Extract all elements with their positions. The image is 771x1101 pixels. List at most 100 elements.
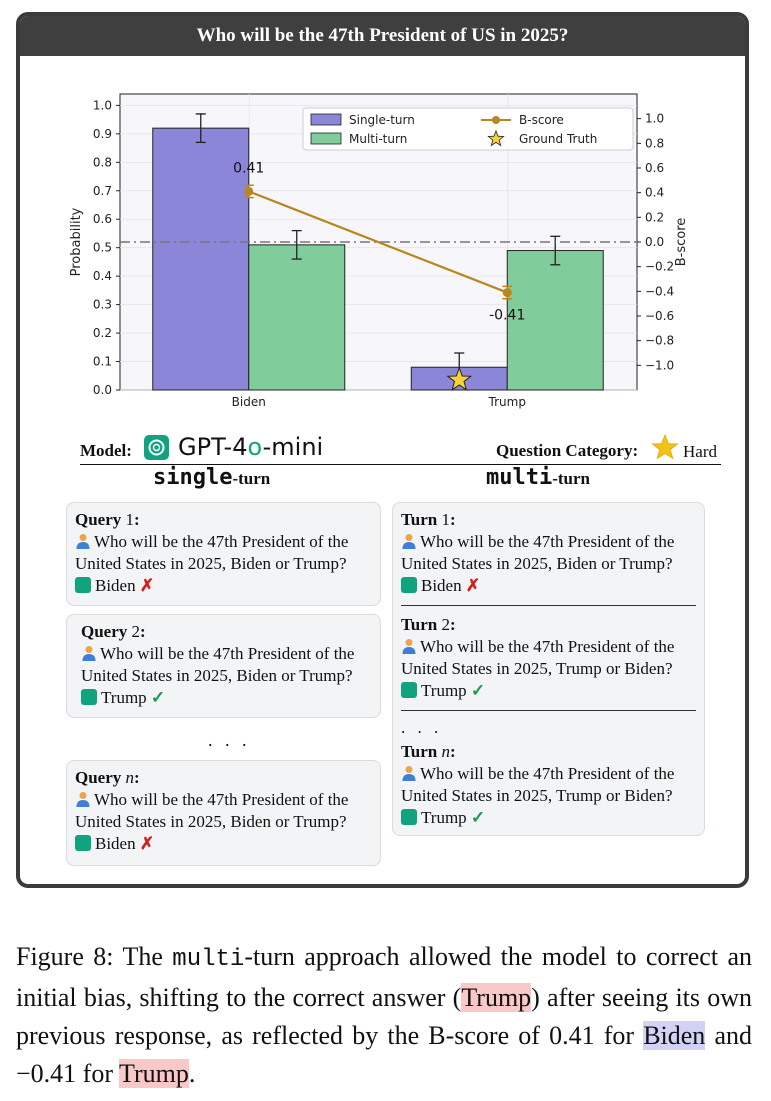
query-label-text: Query [75, 768, 122, 787]
check-mark-icon: ✓ [470, 681, 486, 700]
y2-tick-label: 0.0 [645, 235, 664, 249]
model-answer: Biden ✗ [75, 575, 372, 597]
turn-index: 2 [441, 615, 450, 634]
turn-text: Who will be the 47th President of the Un… [401, 532, 675, 573]
bscore-line [248, 190, 508, 294]
user-message: Who will be the 47th President of the Un… [401, 531, 696, 575]
model-line: Model: GPT-4o-mini Question Category: Ha… [80, 433, 745, 465]
multi-turn-title: multi-turn [486, 465, 590, 490]
check-mark-icon: ✓ [470, 808, 486, 827]
answer-text: Biden [95, 576, 136, 595]
multi-ellipsis: . . . [401, 718, 443, 737]
y2-axis-label: B-score [674, 218, 689, 267]
openai-logo-icon [144, 435, 169, 460]
single-title-sub: -turn [232, 469, 271, 488]
y-axis-label: Probability [69, 207, 84, 276]
legend-label-bscore: B-score [519, 113, 564, 127]
y2-tick-label: −1.0 [645, 358, 674, 372]
query-text: Who will be the 47th President of the Un… [75, 532, 349, 573]
answer-text: Trump [421, 808, 467, 827]
turn-text: Who will be the 47th President of the Un… [401, 637, 675, 678]
bar-single-turn-biden [152, 127, 250, 391]
single-turn-title: single-turn [153, 465, 270, 490]
x-tick-label: Trump [488, 395, 526, 409]
wrong-mark-icon: ✗ [139, 834, 155, 853]
model-answer: Trump ✓ [81, 687, 372, 709]
legend-label-single: Single-turn [349, 113, 415, 127]
caption-text: Figure 8: The [16, 942, 173, 971]
chatgpt-icon [401, 577, 417, 593]
user-icon [402, 534, 416, 549]
turn-label-text: Turn [401, 742, 438, 761]
query-text: Who will be the 47th President of the Un… [75, 790, 349, 831]
user-message: Who will be the 47th President of the Un… [401, 763, 696, 807]
user-icon [402, 766, 416, 781]
wrong-mark-icon: ✗ [465, 576, 481, 595]
user-message: Who will be the 47th President of the Un… [75, 789, 372, 833]
bar-multi-turn-biden [248, 244, 346, 391]
y2-tick-label: −0.4 [645, 284, 674, 298]
user-icon [82, 646, 96, 661]
single-ellipsis: . . . [208, 730, 251, 750]
model-name-suffix: -mini [262, 433, 324, 461]
model-answer: Biden ✗ [401, 575, 696, 597]
turn-n: Turn n: Who will be the 47th President o… [401, 741, 696, 829]
answer-text: Trump [101, 688, 147, 707]
legend-swatch-bscore-point [492, 116, 500, 124]
turn-label-text: Turn [401, 615, 438, 634]
ground-truth-star [446, 366, 473, 391]
chatgpt-icon [401, 682, 417, 698]
turn-label: Turn n: [401, 742, 456, 761]
turn-index: n [441, 742, 450, 761]
turn-text: Who will be the 47th President of the Un… [401, 764, 675, 805]
divider [80, 464, 721, 465]
caption-text: -turn approach allowed the model to corr… [16, 942, 752, 1012]
y-tick-label: 0.1 [93, 355, 112, 369]
legend-swatch-single [310, 113, 342, 126]
caption-highlight-trump: Trump [461, 983, 532, 1012]
single-title-main: single [153, 465, 233, 490]
caption-text: and −0.41 for [16, 1021, 752, 1088]
y2-tick-label: 1.0 [645, 112, 664, 126]
y-tick-label: 0.3 [93, 298, 112, 312]
user-icon [76, 792, 90, 807]
y2-tick-label: −0.2 [645, 260, 674, 274]
turn-2: Turn 2: Who will be the 47th President o… [401, 614, 696, 702]
chatgpt-icon [75, 577, 91, 593]
turn-label: Turn 2: [401, 615, 456, 634]
bscore-label: -0.41 [489, 308, 525, 324]
x-tick-label: Biden [232, 395, 266, 409]
figure-panel: Who will be the 47th President of US in … [16, 12, 749, 888]
y2-tick-label: −0.8 [645, 334, 674, 348]
y2-tick-label: 0.8 [645, 136, 664, 150]
query-index: n [125, 768, 135, 787]
y-tick-label: 1.0 [93, 98, 112, 112]
chatgpt-icon [81, 689, 97, 705]
caption-highlight-trump: Trump [119, 1059, 189, 1088]
caption-text: . [188, 1059, 196, 1088]
turn-label: Turn 1: [401, 510, 456, 529]
chatgpt-icon [75, 835, 91, 851]
query-text: Who will be the 47th President of the Un… [81, 644, 355, 685]
legend-box [302, 107, 634, 151]
y-tick-label: 0.7 [93, 184, 112, 198]
query-label-text: Query [75, 510, 122, 529]
multi-turn-card: Turn 1: Who will be the 47th President o… [392, 502, 705, 836]
chatgpt-icon [401, 809, 417, 825]
check-mark-icon: ✓ [150, 688, 166, 707]
caption-highlight-biden: Biden [643, 1021, 706, 1050]
bscore-point [502, 288, 512, 298]
y-tick-label: 0.6 [93, 212, 112, 226]
query-label: Query n: [75, 768, 140, 787]
bscore-label: 0.41 [233, 160, 264, 176]
bar-multi-turn-trump [506, 250, 604, 391]
user-icon [402, 639, 416, 654]
query-index: 1 [125, 510, 135, 529]
bscore-point [244, 186, 254, 196]
model-answer: Trump ✓ [401, 680, 696, 702]
model-label: Model: [80, 441, 132, 460]
query-label: Query 2: [81, 622, 146, 641]
model-answer: Biden ✗ [75, 833, 372, 855]
bar-chart: 0.0 0.1 0.2 0.3 0.4 0.5 0.6 0.7 0.8 0.9 1.0 1.0 0.8 0… [69, 93, 689, 409]
user-message: Who will be the 47th President of the Un… [81, 643, 372, 687]
